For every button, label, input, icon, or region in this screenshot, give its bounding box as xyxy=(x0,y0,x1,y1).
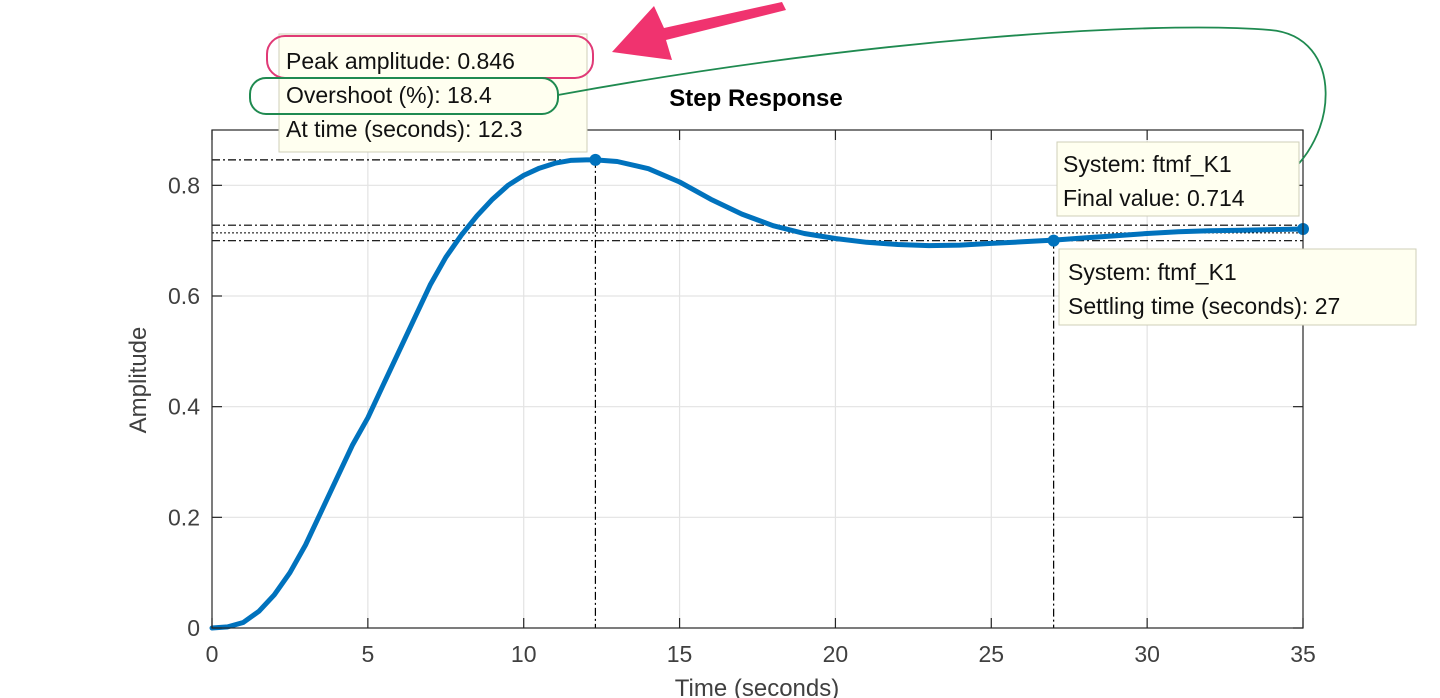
pink-arrow-icon xyxy=(612,2,786,60)
overshoot-highlight xyxy=(249,77,559,115)
x-axis-label: Time (seconds) xyxy=(675,675,839,698)
axis-ticks: 0 5 10 15 20 25 30 35 0 0.2 0.4 0.6 0.8 xyxy=(168,130,1316,667)
x-tick-label: 0 xyxy=(206,641,219,667)
x-tick-label: 15 xyxy=(667,641,693,667)
final-system-text: System: ftmf_K1 xyxy=(1063,151,1232,177)
x-tick-label: 5 xyxy=(361,641,374,667)
y-tick-label: 0.6 xyxy=(168,283,200,309)
x-tick-label: 30 xyxy=(1134,641,1160,667)
x-tick-label: 35 xyxy=(1290,641,1316,667)
y-axis-label: Amplitude xyxy=(125,327,152,434)
peak-amplitude-text: Peak amplitude: 0.846 xyxy=(286,48,515,74)
green-connector-arrow-icon xyxy=(557,26,1327,182)
final-value-datatip-box xyxy=(1056,141,1300,217)
final-value-text: Final value: 0.714 xyxy=(1063,185,1245,211)
x-tick-label: 25 xyxy=(978,641,1004,667)
datatip-marker[interactable] xyxy=(589,153,602,166)
chart-title: Step Response xyxy=(669,85,842,112)
peak-time-text: At time (seconds): 12.3 xyxy=(286,116,523,142)
x-tick-label: 20 xyxy=(823,641,849,667)
y-tick-label: 0.8 xyxy=(168,172,200,198)
y-tick-label: 0 xyxy=(187,615,200,641)
settling-datatip-box xyxy=(1058,248,1417,326)
peak-datatip: Peak amplitude: 0.846 Overshoot (%): 18.… xyxy=(278,33,588,153)
x-tick-label: 10 xyxy=(511,641,537,667)
settling-time-datatip: System: ftmf_K1 Settling time (seconds):… xyxy=(1058,248,1417,326)
y-tick-label: 0.4 xyxy=(168,394,200,420)
overshoot-text: Overshoot (%): 18.4 xyxy=(286,82,492,108)
plot-frame xyxy=(211,129,1304,629)
y-tick-label: 0.2 xyxy=(168,504,200,530)
datatip-marker[interactable] xyxy=(1047,234,1060,247)
settling-system-text: System: ftmf_K1 xyxy=(1068,259,1237,285)
peak-datatip-box xyxy=(278,33,588,153)
final-value-datatip: System: ftmf_K1 Final value: 0.714 xyxy=(1056,141,1300,217)
settling-time-text: Settling time (seconds): 27 xyxy=(1068,293,1340,319)
